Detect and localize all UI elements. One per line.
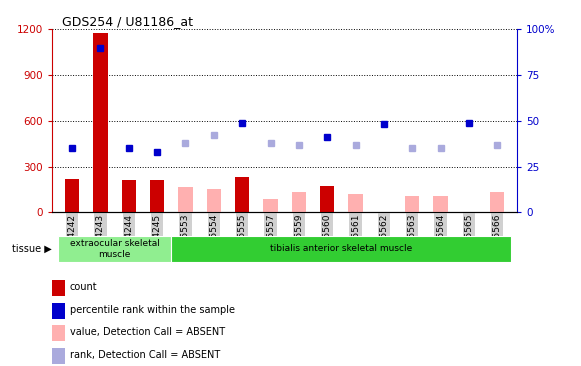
Text: rank, Detection Call = ABSENT: rank, Detection Call = ABSENT [70,350,220,360]
Bar [490,192,504,212]
Text: value, Detection Call = ABSENT: value, Detection Call = ABSENT [70,328,225,337]
Bar [235,177,249,212]
Bar [52,280,64,296]
Bar [207,188,221,212]
Text: count: count [70,282,97,292]
Text: tissue ▶: tissue ▶ [12,244,52,254]
Bar [292,193,306,212]
Bar [349,194,363,212]
Bar [94,33,107,212]
Bar [65,179,79,212]
Bar [52,303,64,318]
Bar [52,325,64,341]
Text: GDS254 / U81186_at: GDS254 / U81186_at [62,15,192,28]
Bar [433,196,447,212]
Text: tibialis anterior skeletal muscle: tibialis anterior skeletal muscle [270,244,413,253]
Text: percentile rank within the sample: percentile rank within the sample [70,305,235,315]
Bar [52,348,64,364]
Bar [405,195,419,212]
Bar [320,186,334,212]
Bar [122,180,136,212]
Bar [178,187,192,212]
Bar [150,180,164,212]
Bar [58,236,171,262]
Text: extraocular skeletal
muscle: extraocular skeletal muscle [70,239,160,259]
Bar [263,198,278,212]
Bar [171,236,511,262]
